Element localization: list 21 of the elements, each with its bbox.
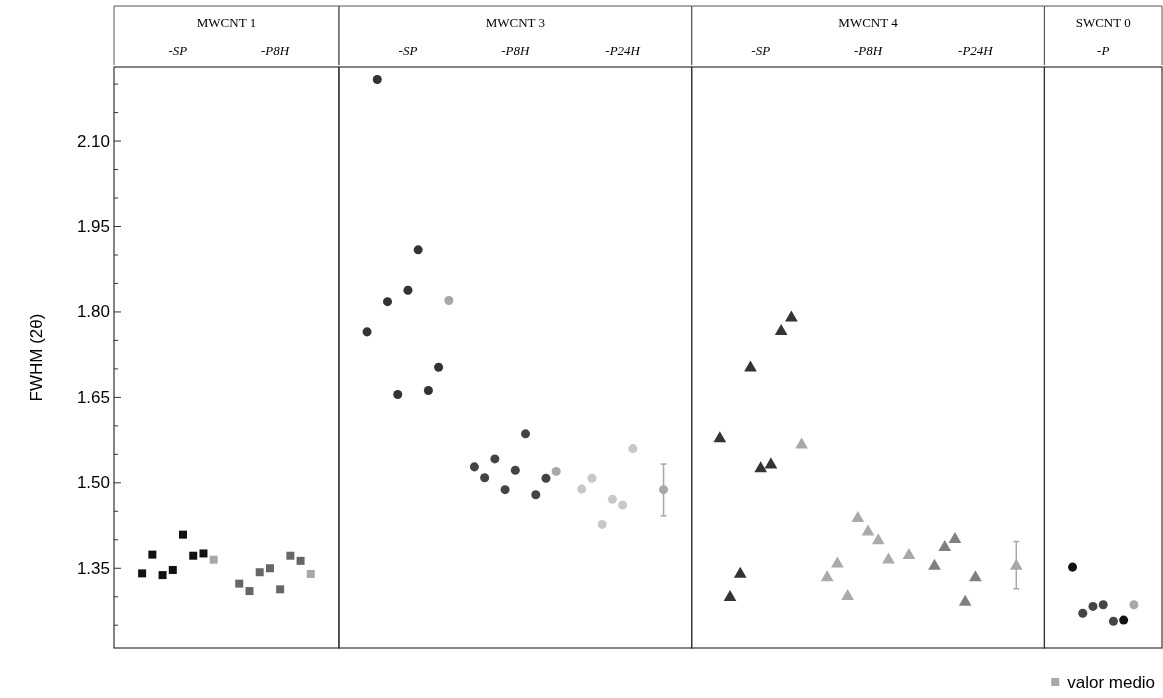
x-tick-label: -P8H — [260, 42, 290, 58]
chart-title: MWCNT 4 — [838, 14, 899, 30]
y-axis-title: FWHM (2θ) — [26, 313, 46, 402]
x-tick-label: -SP — [168, 42, 188, 58]
x-tick-label: -P24H — [605, 42, 641, 58]
y-tick-label: 1.80 — [76, 302, 110, 322]
x-tick-label: -P24H — [958, 42, 994, 58]
legend-label: valor medio — [1067, 672, 1156, 692]
y-tick-label: 1.95 — [76, 216, 110, 236]
chart-title: SWCNT 0 — [1075, 14, 1131, 30]
chart-title: MWCNT 1 — [196, 14, 257, 30]
x-tick-label: -SP — [398, 42, 418, 58]
y-tick-label: 2.10 — [76, 131, 110, 151]
x-tick-label: -P8H — [501, 42, 530, 58]
y-tick-label: 1.35 — [76, 558, 110, 578]
x-tick-label: -SP — [751, 42, 771, 58]
y-tick-label: 1.50 — [76, 473, 110, 493]
chart-title: MWCNT 3 — [485, 14, 545, 30]
x-tick-label: -P — [1097, 42, 1110, 58]
x-tick-label: -P8H — [853, 42, 883, 58]
y-tick-label: 1.65 — [76, 387, 110, 407]
